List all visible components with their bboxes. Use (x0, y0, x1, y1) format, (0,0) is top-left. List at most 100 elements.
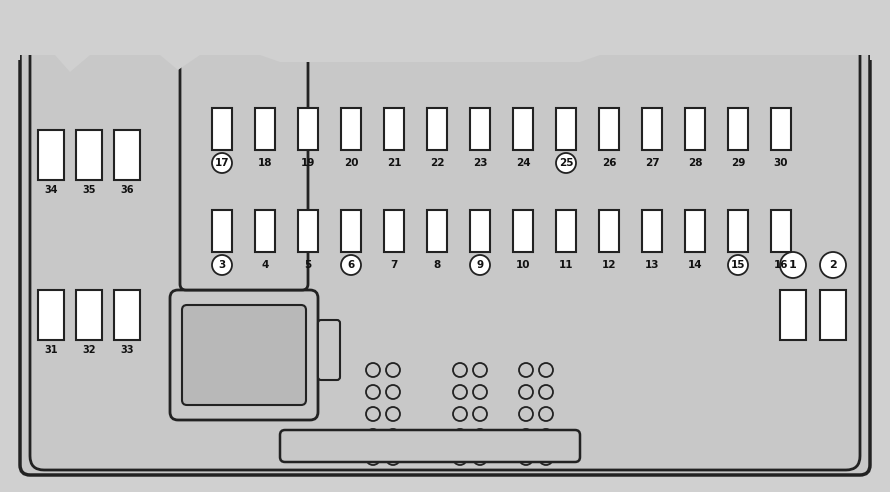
Bar (76, 290, 102, 340)
Circle shape (386, 385, 400, 399)
Text: 27: 27 (644, 158, 659, 168)
Text: 31: 31 (44, 345, 58, 355)
Bar (771, 210, 791, 252)
Text: 4: 4 (262, 260, 269, 270)
Bar (513, 210, 533, 252)
Circle shape (519, 363, 533, 377)
Circle shape (473, 407, 487, 421)
Bar (114, 290, 140, 340)
Text: 21: 21 (387, 158, 401, 168)
Text: 18: 18 (258, 158, 272, 168)
Circle shape (453, 451, 467, 465)
Bar (341, 108, 361, 150)
Circle shape (539, 407, 553, 421)
Bar (780, 290, 806, 340)
Circle shape (386, 363, 400, 377)
Text: 2: 2 (829, 260, 837, 270)
Text: 32: 32 (82, 345, 96, 355)
Bar (642, 210, 662, 252)
Circle shape (539, 385, 553, 399)
Circle shape (473, 385, 487, 399)
Text: 17: 17 (214, 158, 230, 168)
Circle shape (366, 363, 380, 377)
Bar (771, 108, 791, 150)
Text: 16: 16 (773, 260, 789, 270)
Bar (728, 210, 748, 252)
Circle shape (453, 429, 467, 443)
Bar (384, 108, 404, 150)
Text: 10: 10 (515, 260, 530, 270)
Bar (427, 108, 447, 150)
Text: 22: 22 (430, 158, 444, 168)
Bar (38, 130, 64, 180)
Circle shape (212, 255, 232, 275)
Bar (728, 108, 748, 150)
Text: 20: 20 (344, 158, 359, 168)
Polygon shape (0, 0, 890, 72)
Circle shape (556, 153, 576, 173)
Bar (38, 290, 64, 340)
Text: 3: 3 (218, 260, 226, 270)
Bar (384, 210, 404, 252)
Circle shape (366, 451, 380, 465)
Bar (685, 108, 705, 150)
Text: 6: 6 (347, 260, 354, 270)
Text: 33: 33 (120, 345, 134, 355)
Text: 1: 1 (789, 260, 797, 270)
Bar (427, 210, 447, 252)
Text: 12: 12 (602, 260, 616, 270)
Bar (556, 210, 576, 252)
Bar (341, 210, 361, 252)
Text: 8: 8 (433, 260, 441, 270)
Circle shape (453, 407, 467, 421)
Bar (470, 108, 490, 150)
Circle shape (470, 255, 490, 275)
Text: 5: 5 (304, 260, 311, 270)
Text: 7: 7 (391, 260, 398, 270)
Bar (599, 210, 619, 252)
Circle shape (728, 255, 748, 275)
Circle shape (453, 385, 467, 399)
FancyBboxPatch shape (20, 25, 870, 475)
Circle shape (473, 451, 487, 465)
Circle shape (366, 407, 380, 421)
Bar (556, 108, 576, 150)
Circle shape (386, 451, 400, 465)
Bar (470, 210, 490, 252)
Circle shape (820, 252, 846, 278)
Bar (642, 108, 662, 150)
Circle shape (519, 451, 533, 465)
Text: 30: 30 (773, 158, 789, 168)
Bar (820, 290, 846, 340)
Circle shape (366, 429, 380, 443)
Circle shape (519, 385, 533, 399)
Bar (599, 108, 619, 150)
Text: 36: 36 (120, 185, 134, 195)
Bar (76, 130, 102, 180)
Circle shape (386, 407, 400, 421)
Text: 23: 23 (473, 158, 487, 168)
Circle shape (366, 385, 380, 399)
Text: 9: 9 (476, 260, 483, 270)
Text: 26: 26 (602, 158, 616, 168)
Text: 34: 34 (44, 185, 58, 195)
FancyBboxPatch shape (318, 320, 340, 380)
Circle shape (341, 255, 361, 275)
FancyBboxPatch shape (182, 305, 306, 405)
Bar (513, 108, 533, 150)
Text: 11: 11 (559, 260, 573, 270)
Bar (212, 210, 232, 252)
Bar (255, 210, 275, 252)
Circle shape (473, 363, 487, 377)
Bar (255, 108, 275, 150)
Circle shape (539, 429, 553, 443)
Text: 15: 15 (731, 260, 745, 270)
Circle shape (519, 429, 533, 443)
FancyBboxPatch shape (170, 290, 318, 420)
Circle shape (386, 429, 400, 443)
Bar (114, 130, 140, 180)
Text: 14: 14 (688, 260, 702, 270)
FancyBboxPatch shape (280, 430, 580, 462)
Bar (298, 210, 318, 252)
Text: 24: 24 (515, 158, 530, 168)
